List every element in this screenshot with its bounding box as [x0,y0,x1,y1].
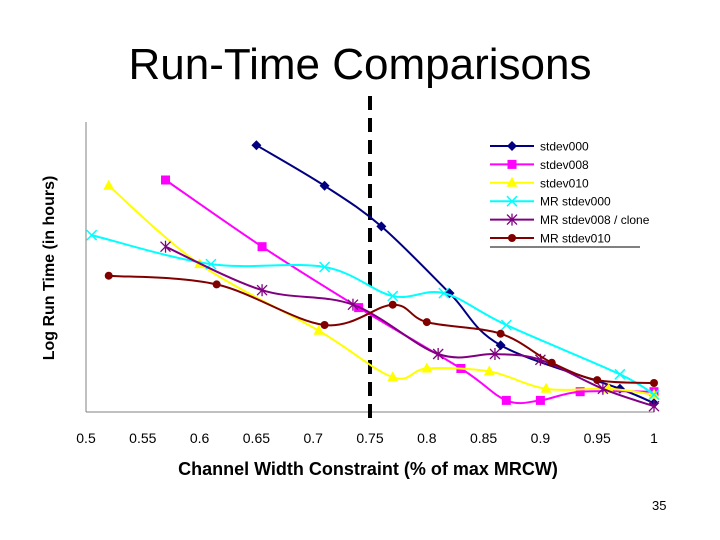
data-point [614,368,626,380]
legend-label: MR stdev000 [540,195,611,209]
data-point [387,371,399,382]
data-point [376,221,387,232]
legend: stdev000 stdev008 stdev010 MR stdev000 MR st… [490,140,650,248]
data-point [547,358,556,367]
data-point [535,395,545,405]
legend-item: MR stdev000 [490,195,611,209]
legend-marker [508,234,516,242]
legend-marker [507,159,517,169]
data-point [495,340,506,351]
data-point [320,321,329,329]
data-point [257,242,267,252]
data-point [347,298,359,311]
x-tick-label: 0.5 [76,430,96,446]
data-point [593,376,602,385]
x-tick-label: 0.6 [190,430,210,446]
x-tick-label: 0.85 [470,430,497,446]
legend-item: stdev008 [490,158,589,172]
data-point [256,284,268,297]
series-mr-stdev000 [86,229,660,401]
legend-label: stdev000 [540,140,589,154]
data-point [483,365,495,376]
data-point [489,348,501,360]
data-point [86,229,98,241]
series-mr-stdev010 [104,271,658,387]
data-point [421,362,433,373]
legend-item: MR stdev008 / clone [490,213,650,227]
data-point [160,240,171,253]
data-point [422,318,431,327]
page-number: 35 [652,498,667,513]
legend-item: stdev010 [490,176,589,190]
data-point [496,329,505,338]
x-axis-label: Channel Width Constraint (% of max MRCW) [178,459,558,479]
data-point [212,280,221,289]
legend-item: stdev000 [490,140,589,154]
legend-label: stdev010 [540,176,589,190]
legend-item: MR stdev010 [490,232,611,246]
data-point [432,348,444,360]
series-layer [86,140,660,413]
x-tick-labels: 0.5 0.55 0.6 0.65 0.7 0.75 0.8 0.85 0.9 0.95 1 [76,430,658,446]
series-line [165,245,655,408]
data-point [161,175,171,185]
data-point [650,379,658,387]
data-point [319,261,331,273]
x-tick-label: 0.55 [129,430,156,446]
x-tick-label: 0.9 [531,430,551,446]
series-mr-stdev008-clone [160,240,660,413]
data-point [540,382,552,393]
series-line [108,274,655,384]
legend-marker [507,141,517,151]
data-point [575,387,585,397]
data-point [387,290,399,302]
data-point [438,287,450,299]
legend-marker [506,195,518,207]
data-point [251,140,262,151]
data-point [648,400,660,413]
slide-title: Run-Time Comparisons [128,40,592,89]
x-tick-label: 0.65 [243,430,270,446]
legend-label: MR stdev010 [540,232,611,246]
x-tick-label: 0.75 [356,430,383,446]
legend-marker [506,213,518,226]
series-line [108,185,655,396]
data-point [648,389,660,401]
x-tick-label: 1 [650,430,658,446]
data-point [500,319,512,331]
data-point [597,382,609,395]
x-tick-label: 0.8 [417,430,437,446]
legend-label: MR stdev008 / clone [540,213,650,227]
data-point [313,324,325,335]
legend-label: stdev008 [540,158,589,172]
legend-marker [506,176,518,187]
data-point [103,179,115,190]
data-point [104,271,113,280]
x-tick-label: 0.95 [584,430,611,446]
data-point [319,180,330,191]
data-point [388,300,397,309]
y-axis-label: Log Run Time (in hours) [41,176,58,361]
x-tick-label: 0.7 [303,430,323,446]
data-point [501,395,511,405]
